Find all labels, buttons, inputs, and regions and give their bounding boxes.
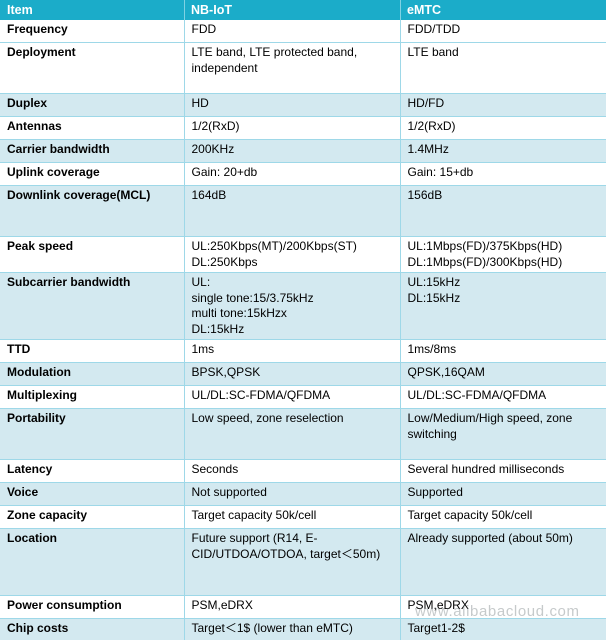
table-row: Frequency FDD FDD/TDD — [0, 20, 606, 43]
nbiot-value-cell: Seconds — [184, 459, 401, 483]
nbiot-value-cell: Not supported — [184, 482, 401, 506]
cell-line: DL:15kHz — [191, 321, 245, 336]
nbiot-value-cell: 164dB — [184, 185, 401, 237]
emtc-value-cell: Several hundred milliseconds — [400, 459, 606, 483]
cell-line: UL:1Mbps(FD)/375Kbps(HD) — [407, 239, 563, 253]
column-header-item: Item — [0, 0, 184, 20]
table-row: Modulation BPSK,QPSK QPSK,16QAM — [0, 362, 606, 386]
row-label-cell: Subcarrier bandwidth — [0, 272, 185, 340]
row-label-cell: Chip costs — [0, 618, 185, 640]
emtc-value-cell: Target capacity 50k/cell — [400, 505, 606, 529]
nbiot-value-cell: Low speed, zone reselection — [184, 408, 401, 460]
emtc-value-cell: UL:15kHz DL:15kHz — [400, 272, 606, 340]
table-row: TTD 1ms 1ms/8ms — [0, 339, 606, 363]
nbiot-value-cell: Target capacity 50k/cell — [184, 505, 401, 529]
row-label-cell: Modulation — [0, 362, 185, 386]
nbiot-value-cell: FDD — [184, 20, 401, 43]
row-label-cell: Frequency — [0, 20, 185, 43]
emtc-value-cell: UL:1Mbps(FD)/375Kbps(HD) DL:1Mbps(FD)/300… — [400, 236, 606, 273]
cell-line: DL:250Kbps — [191, 254, 258, 269]
nbiot-value-cell: 1/2(RxD) — [184, 116, 401, 140]
cell-line: multi tone:15kHzx — [191, 306, 287, 320]
table-body: Frequency FDD FDD/TDD Deployment LTE band, L… — [0, 20, 606, 640]
row-label-cell: Peak speed — [0, 236, 185, 273]
nbiot-value-cell: LTE band, LTE protected band, independen… — [184, 42, 401, 94]
table-row: Subcarrier bandwidth UL: single tone:15/3.… — [0, 272, 606, 340]
row-label-cell: Zone capacity — [0, 505, 185, 529]
emtc-value-cell: FDD/TDD — [400, 20, 606, 43]
row-label-cell: Multiplexing — [0, 385, 185, 409]
column-header-nbiot: NB-IoT — [184, 0, 400, 20]
emtc-value-cell: Gain: 15+db — [400, 162, 606, 186]
row-label-cell: Antennas — [0, 116, 185, 140]
table-row: Power consumption PSM,eDRX PSM,eDRX — [0, 595, 606, 619]
row-label-cell: Carrier bandwidth — [0, 139, 185, 163]
table-row: Uplink coverage Gain: 20+db Gain: 15+db — [0, 162, 606, 186]
nbiot-value-cell: 200KHz — [184, 139, 401, 163]
row-label-cell: Location — [0, 528, 185, 596]
nbiot-value-cell: HD — [184, 93, 401, 117]
cell-line: single tone:15/3.75kHz — [191, 290, 314, 305]
row-label-cell: Power consumption — [0, 595, 185, 619]
nbiot-value-cell: UL/DL:SC-FDMA/QFDMA — [184, 385, 401, 409]
emtc-value-cell: PSM,eDRX — [400, 595, 606, 619]
table-row: Downlink coverage(MCL) 164dB 156dB — [0, 185, 606, 237]
row-label-cell: Downlink coverage(MCL) — [0, 185, 185, 237]
nbiot-value-cell: UL: single tone:15/3.75kHz multi tone:15kH… — [184, 272, 401, 340]
cell-line: UL:250Kbps(MT)/200Kbps(ST) — [191, 239, 357, 253]
cell-line: UL: — [191, 275, 211, 289]
emtc-value-cell: Target1-2$ — [400, 618, 606, 640]
emtc-value-cell: 1.4MHz — [400, 139, 606, 163]
table-row: Duplex HD HD/FD — [0, 93, 606, 117]
table-row: Antennas 1/2(RxD) 1/2(RxD) — [0, 116, 606, 140]
table-header: Item NB-IoT eMTC — [0, 0, 606, 20]
table-row: Deployment LTE band, LTE protected band, … — [0, 42, 606, 94]
table-row: Carrier bandwidth 200KHz 1.4MHz — [0, 139, 606, 163]
emtc-value-cell: LTE band — [400, 42, 606, 94]
table-row: Chip costs Target＜1$ (lower than eMTC) Tar… — [0, 618, 606, 640]
row-label-cell: Voice — [0, 482, 185, 506]
emtc-value-cell: Supported — [400, 482, 606, 506]
nbiot-value-cell: 1ms — [184, 339, 401, 363]
emtc-value-cell: HD/FD — [400, 93, 606, 117]
row-label-cell: TTD — [0, 339, 185, 363]
table-header-row: Item NB-IoT eMTC — [0, 0, 606, 20]
emtc-value-cell: UL/DL:SC-FDMA/QFDMA — [400, 385, 606, 409]
row-label-cell: Uplink coverage — [0, 162, 185, 186]
column-header-emtc: eMTC — [400, 0, 606, 20]
row-label-cell: Duplex — [0, 93, 185, 117]
emtc-value-cell: 1/2(RxD) — [400, 116, 606, 140]
emtc-value-cell: 156dB — [400, 185, 606, 237]
emtc-value-cell: 1ms/8ms — [400, 339, 606, 363]
table-row: Latency Seconds Several hundred millisecon… — [0, 459, 606, 483]
table-row: Multiplexing UL/DL:SC-FDMA/QFDMA UL/DL:SC-… — [0, 385, 606, 409]
cell-line: DL:15kHz — [407, 290, 461, 305]
cell-line: DL:1Mbps(FD)/300Kbps(HD) — [407, 254, 563, 269]
row-label-cell: Portability — [0, 408, 185, 460]
nbiot-value-cell: Target＜1$ (lower than eMTC) — [184, 618, 401, 640]
table-row: Peak speed UL:250Kbps(MT)/200Kbps(ST) DL:2… — [0, 236, 606, 273]
nbiot-value-cell: Future support (R14, E-CID/UTDOA/OTDOA, … — [184, 528, 401, 596]
table-row: Zone capacity Target capacity 50k/cell Tar… — [0, 505, 606, 529]
emtc-value-cell: Low/Medium/High speed, zone switching — [400, 408, 606, 460]
row-label-cell: Deployment — [0, 42, 185, 94]
nbiot-value-cell: PSM,eDRX — [184, 595, 401, 619]
cell-line: UL:15kHz — [407, 275, 461, 289]
nbiot-value-cell: BPSK,QPSK — [184, 362, 401, 386]
nbiot-value-cell: UL:250Kbps(MT)/200Kbps(ST) DL:250Kbps — [184, 236, 401, 273]
row-label-cell: Latency — [0, 459, 185, 483]
emtc-value-cell: Already supported (about 50m) — [400, 528, 606, 596]
table-row: Voice Not supported Supported — [0, 482, 606, 506]
table-row: Location Future support (R14, E-CID/UTDOA… — [0, 528, 606, 596]
nbiot-value-cell: Gain: 20+db — [184, 162, 401, 186]
emtc-value-cell: QPSK,16QAM — [400, 362, 606, 386]
table-row: Portability Low speed, zone reselection Lo… — [0, 408, 606, 460]
